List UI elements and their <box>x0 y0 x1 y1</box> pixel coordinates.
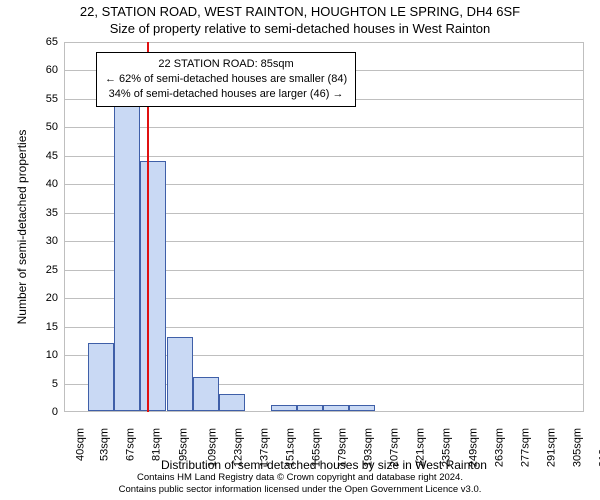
gridline-h <box>64 156 584 157</box>
title-line-1: 22, STATION ROAD, WEST RAINTON, HOUGHTON… <box>0 4 600 19</box>
y-tick-label: 5 <box>52 378 58 390</box>
y-axis-label-container: Number of semi-detached properties <box>14 42 30 412</box>
y-tick-label: 10 <box>46 349 58 361</box>
annotation-line-1: 22 STATION ROAD: 85sqm <box>105 57 347 72</box>
histogram-bar <box>140 161 166 411</box>
x-tick-label: 53sqm <box>99 428 111 461</box>
x-tick-label: 67sqm <box>125 428 137 461</box>
x-tick-label: 81sqm <box>151 428 163 461</box>
y-tick-label: 30 <box>46 235 58 247</box>
y-tick-label: 60 <box>46 64 58 76</box>
chart-container: 22, STATION ROAD, WEST RAINTON, HOUGHTON… <box>0 0 600 500</box>
y-tick-label: 50 <box>46 121 58 133</box>
y-tick-label: 55 <box>46 93 58 105</box>
annotation-box: 22 STATION ROAD: 85sqm ← 62% of semi-det… <box>96 52 356 107</box>
histogram-bar <box>323 405 349 411</box>
y-axis-label: Number of semi-detached properties <box>15 130 29 325</box>
x-tick-label: 40sqm <box>75 428 87 461</box>
y-tick-label: 25 <box>46 264 58 276</box>
histogram-bar <box>219 394 245 411</box>
y-tick-label: 15 <box>46 321 58 333</box>
gridline-h <box>64 127 584 128</box>
histogram-bar <box>193 377 219 411</box>
axis-top <box>64 42 584 43</box>
y-tick-label: 40 <box>46 178 58 190</box>
title-line-2: Size of property relative to semi-detach… <box>0 21 600 36</box>
histogram-bar <box>271 405 297 411</box>
y-tick-label: 35 <box>46 207 58 219</box>
x-tick-label: 95sqm <box>177 428 189 461</box>
footer-line-1: Contains HM Land Registry data © Crown c… <box>0 472 600 484</box>
y-tick-label: 20 <box>46 292 58 304</box>
y-tick-label: 45 <box>46 150 58 162</box>
footer: Contains HM Land Registry data © Crown c… <box>0 472 600 496</box>
footer-line-2: Contains public sector information licen… <box>0 484 600 496</box>
y-tick-label: 65 <box>46 36 58 48</box>
y-tick-label: 0 <box>52 406 58 418</box>
histogram-bar <box>114 98 140 411</box>
annotation-line-3: 34% of semi-detached houses are larger (… <box>105 87 347 102</box>
histogram-bar <box>167 337 193 411</box>
histogram-bar <box>349 405 375 411</box>
axis-bottom <box>64 411 584 412</box>
plot-area: 0510152025303540455055606540sqm53sqm67sq… <box>64 42 584 412</box>
axis-left <box>64 42 65 412</box>
histogram-bar <box>88 343 114 411</box>
x-axis-label: Distribution of semi-detached houses by … <box>64 458 584 472</box>
annotation-line-2: ← 62% of semi-detached houses are smalle… <box>105 72 347 87</box>
histogram-bar <box>297 405 323 411</box>
axis-right <box>583 42 584 412</box>
